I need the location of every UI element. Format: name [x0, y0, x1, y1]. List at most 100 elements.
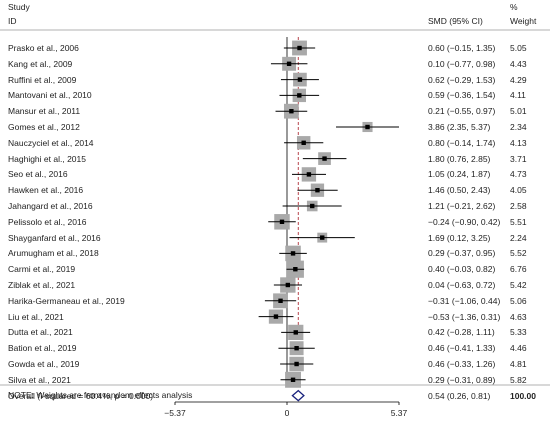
study-weight: 5.01	[510, 106, 527, 117]
point-estimate	[290, 251, 296, 256]
study-weight: 5.42	[510, 280, 527, 290]
point-estimate	[322, 156, 327, 161]
study-weight: 4.73	[510, 169, 527, 180]
study-smd-ci: 0.10 (−0.77, 0.98)	[428, 58, 496, 69]
study-weight: 2.24	[510, 232, 527, 243]
study-smd-ci: 0.59 (−0.36, 1.54)	[428, 90, 496, 101]
study-id: Gowda et al., 2019	[8, 359, 80, 369]
study-smd-ci: 1.69 (0.12, 3.25)	[428, 232, 491, 243]
point-estimate	[297, 45, 302, 51]
pct-header: %	[510, 2, 518, 12]
study-smd-ci: 0.80 (−0.14, 1.74)	[428, 137, 496, 148]
point-estimate	[293, 330, 298, 335]
study-smd-ci: 0.60 (−0.15, 1.35)	[428, 43, 496, 53]
overall-smd-ci: 0.54 (0.26, 0.81)	[428, 390, 491, 401]
study-id: Ruffini et al., 2009	[8, 74, 77, 85]
study-smd-ci: 0.46 (−0.33, 1.26)	[428, 359, 496, 369]
study-smd-ci: 3.86 (2.35, 5.37)	[428, 122, 491, 132]
study-weight: 5.51	[510, 216, 527, 227]
point-estimate	[278, 298, 283, 303]
point-estimate	[297, 93, 302, 98]
study-id: Seo et al., 2016	[8, 169, 68, 180]
point-estimate	[320, 235, 325, 240]
study-smd-ci: −0.24 (−0.90, 0.42)	[428, 216, 501, 227]
study-weight: 4.29	[510, 74, 527, 85]
study-id: Harika-Germaneau et al., 2019	[8, 295, 125, 306]
study-smd-ci: 1.46 (0.50, 2.43)	[428, 185, 491, 196]
footnote: NOTE: Weights are from random effects an…	[8, 390, 193, 400]
point-estimate	[289, 109, 294, 114]
study-smd-ci: 0.42 (−0.28, 1.11)	[428, 327, 495, 338]
study-id: Arumugham et al., 2018	[8, 248, 99, 259]
study-weight: 5.33	[510, 327, 527, 338]
overall-weight: 100.00	[510, 390, 536, 401]
study-weight: 2.58	[510, 201, 527, 211]
effect-header: SMD (95% CI)	[428, 16, 483, 26]
x-tick-label: −5.37	[164, 408, 186, 418]
point-estimate	[301, 140, 306, 145]
study-weight: 6.76	[510, 264, 527, 275]
study-weight: 4.43	[510, 58, 527, 69]
study-id: Kang et al., 2009	[8, 58, 73, 69]
x-tick-label: 0	[285, 408, 290, 418]
study-weight: 4.46	[510, 343, 527, 354]
study-weight: 4.81	[510, 359, 527, 369]
study-id: Carmi et al., 2019	[8, 264, 76, 275]
study-weight: 5.05	[510, 43, 527, 53]
point-estimate	[285, 282, 291, 288]
study-smd-ci: 0.62 (−0.29, 1.53)	[428, 74, 496, 85]
study-id: Mantovani et al., 2010	[8, 90, 92, 101]
point-estimate	[273, 314, 279, 319]
study-smd-ci: 1.80 (0.76, 2.85)	[428, 153, 491, 164]
point-estimate	[294, 346, 299, 351]
study-id: Jahangard et al., 2016	[8, 201, 93, 211]
x-tick-label: 5.37	[391, 408, 408, 418]
overall-diamond	[291, 389, 305, 402]
study-weight: 4.63	[510, 311, 527, 322]
study-weight: 4.11	[510, 90, 526, 101]
study-id: Prasko et al., 2006	[8, 43, 79, 53]
weight-header: Weight	[510, 16, 537, 26]
study-weight: 5.52	[510, 248, 527, 259]
point-estimate	[297, 77, 303, 82]
study-header: Study	[8, 2, 30, 12]
study-smd-ci: 0.29 (−0.37, 0.95)	[428, 248, 496, 259]
study-id: Pelissolo et al., 2016	[8, 216, 87, 227]
point-estimate	[286, 61, 292, 66]
overall-label: Overall (I-squared = 60.4%, p = 0.000)	[8, 390, 154, 401]
study-smd-ci: −0.53 (−1.36, 0.31)	[428, 311, 501, 322]
study-id: Gomes et al., 2012	[8, 122, 80, 132]
study-id: Haghighi et al., 2015	[8, 153, 86, 164]
study-id: Ziblak et al., 2021	[8, 280, 76, 290]
study-id: Dutta et al., 2021	[8, 327, 73, 338]
study-id: Mansur et al., 2011	[8, 106, 81, 117]
study-weight: 3.71	[510, 153, 527, 164]
study-id: Shayganfard et al., 2016	[8, 232, 101, 243]
point-estimate	[279, 219, 285, 224]
study-weight: 5.06	[510, 295, 527, 306]
point-estimate	[310, 203, 315, 209]
study-weight: 5.82	[510, 374, 527, 385]
study-weight: 4.13	[510, 137, 527, 148]
study-smd-ci: 0.29 (−0.31, 0.89)	[428, 374, 496, 385]
study-smd-ci: 0.46 (−0.41, 1.33)	[428, 343, 496, 354]
point-estimate	[294, 361, 299, 367]
study-id: Liu et al., 2021	[8, 311, 64, 322]
study-id: Silva et al., 2021	[8, 374, 71, 385]
point-estimate	[306, 172, 312, 177]
study-smd-ci: −0.31 (−1.06, 0.44)	[428, 295, 501, 306]
study-smd-ci: 0.21 (−0.55, 0.97)	[428, 106, 496, 117]
point-estimate	[365, 124, 370, 130]
study-id: Nauczyciel et al., 2014	[8, 137, 94, 148]
point-estimate	[315, 188, 320, 193]
study-smd-ci: 0.04 (−0.63, 0.72)	[428, 280, 496, 290]
point-estimate	[290, 377, 296, 382]
study-smd-ci: 1.05 (0.24, 1.87)	[428, 169, 491, 180]
study-id: Bation et al., 2019	[8, 343, 77, 354]
id-header: ID	[8, 16, 17, 26]
point-estimate	[293, 267, 298, 272]
study-smd-ci: 0.40 (−0.03, 0.82)	[428, 264, 496, 275]
study-id: Hawken et al., 2016	[8, 185, 84, 196]
study-weight: 2.34	[510, 122, 527, 132]
